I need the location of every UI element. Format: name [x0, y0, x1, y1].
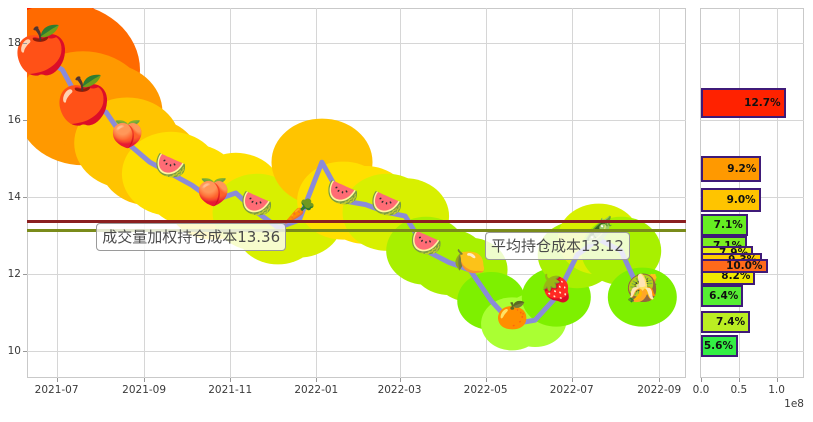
x-axis-tick-label: 2022-07 [549, 384, 594, 396]
bar-gridline-horizontal [700, 351, 804, 352]
cost-reference-line [27, 229, 686, 233]
fruit-marker-icon: 🌽 [626, 274, 659, 305]
cost-annotation-label: 成交量加权持仓成本13.36 [96, 222, 287, 251]
fruit-marker-icon: 🍉 [370, 189, 403, 220]
gridline-horizontal [27, 351, 686, 352]
bar-x-axis-tick-label: 0.0 [692, 384, 710, 396]
cost-annotation-label: 平均持仓成本13.12 [485, 231, 630, 260]
fruit-marker-icon: 🍎 [54, 73, 113, 128]
volume-distribution-bar[interactable]: 9.0% [701, 188, 761, 212]
bar-gridline-horizontal [700, 42, 804, 44]
gridline-vertical [659, 8, 661, 378]
y-axis-tick-label: 10 [7, 345, 21, 357]
gridline-horizontal [27, 119, 686, 121]
y-axis-tick-label: 12 [7, 267, 21, 280]
y-axis-tick-label: 14 [7, 190, 21, 203]
bar-x-axis-tick-mark [776, 378, 778, 382]
gridline-horizontal [27, 273, 686, 275]
fruit-marker-icon: 🍉 [410, 227, 443, 258]
volume-distribution-bar[interactable]: 9.2% [701, 156, 762, 182]
price-chart-panel: 🍎🍎🍑🍉🍑🍉🥕🍉🍉🍉🍋🍊🍓🫛🌽🥝🥝🍌 成交量加权持仓成本13.36平均持仓成本1… [8, 8, 686, 396]
fruit-marker-icon: 🥝 [626, 274, 659, 305]
gridline-horizontal [27, 42, 686, 44]
x-axis-tick-mark [571, 378, 573, 382]
x-axis-tick-label: 2021-11 [208, 384, 253, 396]
volume-distribution-panel: 12.7%9.2%9.0%7.1%7.1%7.9%9.3%10.0%8.2%6.… [693, 8, 804, 410]
fruit-marker-icon: 🍉 [326, 177, 360, 208]
x-axis-tick-mark [230, 378, 232, 382]
fruit-marker-icon: 🍎 [12, 23, 70, 78]
bar-x-axis-tick-mark [701, 378, 702, 382]
fruit-marker-icon: 🍑 [197, 177, 230, 208]
y-axis-tick-label: 18 [7, 36, 21, 49]
bar-gridline-vertical [776, 8, 778, 378]
y-axis-tick-mark [23, 42, 27, 44]
x-axis-tick-label: 2022-09 [637, 384, 682, 396]
bar-gridline-horizontal [700, 119, 804, 121]
cost-reference-line [27, 220, 686, 223]
fruit-marker-icon: 🍉 [240, 189, 274, 220]
volume-blob-layer [27, 8, 686, 378]
x-axis-tick-mark [399, 378, 401, 382]
volume-distribution-bar[interactable]: 7.1% [701, 214, 748, 236]
x-axis-tick-mark [316, 378, 318, 382]
gridline-vertical [56, 8, 58, 378]
fruit-marker-icon: 🍑 [111, 119, 144, 150]
price-polyline [38, 55, 645, 327]
x-axis-tick-label: 2022-03 [377, 384, 422, 396]
x-axis-tick-mark [659, 378, 661, 382]
x-axis-tick-mark [144, 378, 146, 382]
y-axis-tick-mark [23, 196, 27, 198]
bar-axis-exponent: 1e8 [784, 398, 804, 410]
fruit-marker-icon: 🍋 [453, 247, 487, 278]
bar-x-axis-tick-mark [738, 378, 740, 382]
x-axis-tick-label: 2022-05 [463, 384, 508, 396]
x-axis-tick-label: 2021-07 [34, 384, 79, 396]
bar-x-axis-tick-label: 1.0 [768, 384, 785, 396]
y-axis-tick-mark [23, 119, 27, 121]
x-axis-tick-label: 2022-01 [294, 384, 339, 396]
gridline-vertical [571, 8, 573, 378]
y-axis-tick-mark [23, 351, 27, 352]
volume-distribution-bar[interactable]: 7.4% [701, 311, 751, 333]
y-axis-tick-label: 16 [7, 113, 21, 126]
y-axis-tick-mark [23, 273, 27, 275]
fruit-marker-icon: 🍊 [496, 301, 529, 331]
volume-distribution-bar[interactable]: 5.6% [701, 335, 738, 357]
fruit-marker-icon: 🍉 [154, 150, 188, 181]
volume-distribution-bar[interactable]: 12.7% [701, 88, 786, 118]
fruit-marker-icon: 🍌 [626, 274, 659, 305]
fruit-marker-icon: 🥝 [626, 274, 659, 305]
x-axis-tick-label: 2021-09 [122, 384, 167, 396]
volume-distribution-bar[interactable]: 10.0% [701, 259, 768, 273]
bar-x-axis-tick-label: 0.5 [730, 384, 748, 396]
x-axis-tick-mark [56, 378, 58, 382]
price-line-svg [38, 55, 645, 327]
fruit-marker-icon: 🍓 [540, 274, 573, 305]
volume-distribution-bar[interactable]: 6.4% [701, 285, 744, 307]
gridline-vertical [485, 8, 487, 378]
x-axis-tick-mark [485, 378, 487, 382]
